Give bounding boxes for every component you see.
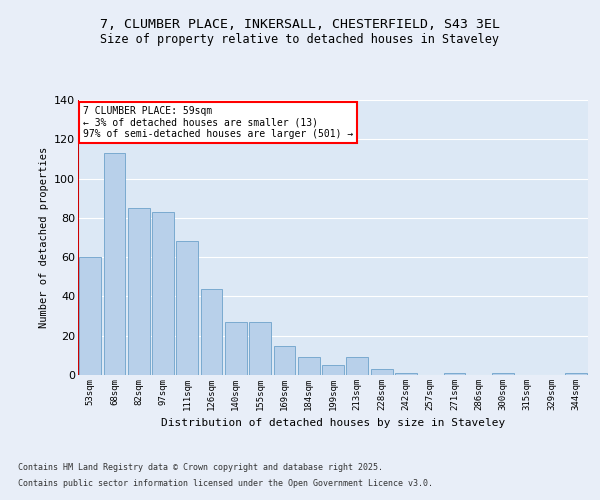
Bar [565,373,587,375]
Text: Contains public sector information licensed under the Open Government Licence v3: Contains public sector information licen… [18,478,433,488]
Bar [346,358,368,375]
Bar [104,153,125,375]
Bar [395,373,417,375]
Bar [371,369,392,375]
Bar [322,365,344,375]
Text: 7, CLUMBER PLACE, INKERSALL, CHESTERFIELD, S43 3EL: 7, CLUMBER PLACE, INKERSALL, CHESTERFIEL… [100,18,500,30]
Bar [152,212,174,375]
Text: Contains HM Land Registry data © Crown copyright and database right 2025.: Contains HM Land Registry data © Crown c… [18,464,383,472]
Text: 7 CLUMBER PLACE: 59sqm
← 3% of detached houses are smaller (13)
97% of semi-deta: 7 CLUMBER PLACE: 59sqm ← 3% of detached … [83,106,353,138]
Bar [176,242,198,375]
Bar [298,358,320,375]
Text: Size of property relative to detached houses in Staveley: Size of property relative to detached ho… [101,32,499,46]
Bar [128,208,149,375]
Y-axis label: Number of detached properties: Number of detached properties [38,147,49,328]
Bar [225,322,247,375]
Bar [492,373,514,375]
Bar [274,346,295,375]
Bar [443,373,466,375]
Bar [79,257,101,375]
Bar [200,288,223,375]
Bar [249,322,271,375]
X-axis label: Distribution of detached houses by size in Staveley: Distribution of detached houses by size … [161,418,505,428]
